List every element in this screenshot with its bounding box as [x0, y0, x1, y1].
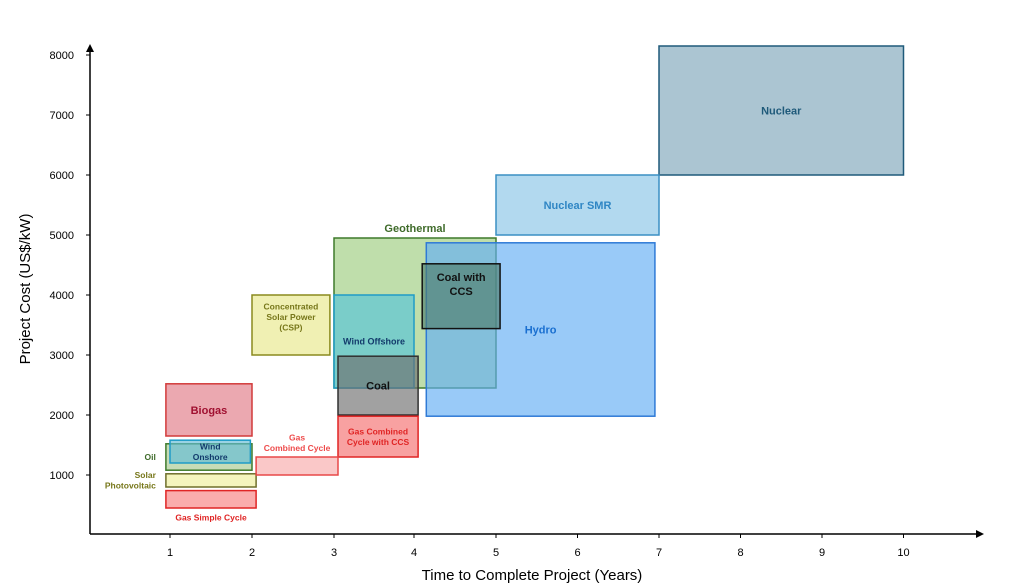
nuclear-smr-label: Nuclear SMR — [544, 200, 612, 212]
geothermal-label-line: Geothermal — [384, 223, 445, 235]
x-tick-label: 9 — [819, 547, 825, 559]
boxes-layer — [165, 45, 905, 509]
gas-combined-label: Gas Combined Cycle — [264, 432, 331, 453]
axes-layer: 1 2 3 4 5 6 7 8 9 10 1000 2000 3000 4000 5000 6000 7000… — [17, 44, 984, 584]
solar-pv-label-line: Photovoltaic — [105, 481, 156, 491]
nuclear-label: Nuclear — [761, 105, 802, 117]
x-axis-title: Time to Complete Project (Years) — [422, 567, 643, 584]
wind-offshore-label: Wind Offshore — [343, 337, 405, 347]
coal-ccs-box — [421, 263, 501, 330]
coal-ccs-label-line: Coal with — [437, 272, 486, 284]
csp-label-line: (CSP) — [279, 323, 302, 333]
nuclear-smr-label-line: Nuclear SMR — [544, 200, 612, 212]
x-tick-label: 8 — [737, 547, 743, 559]
nuclear-box — [658, 45, 905, 176]
y-tick-label: 2000 — [50, 410, 74, 422]
gas-combined-ccs-box — [337, 415, 419, 458]
hydro-label-line: Hydro — [525, 324, 557, 336]
y-ticks: 1000 2000 3000 4000 5000 6000 7000 8000 — [50, 50, 90, 482]
biogas-box — [165, 383, 253, 437]
solar-pv-box — [165, 473, 257, 488]
x-tick-label: 10 — [897, 547, 909, 559]
wind-onshore-label: Wind Onshore — [193, 441, 228, 462]
x-ticks: 1 2 3 4 5 6 7 8 9 10 — [167, 534, 910, 559]
hydro-label: Hydro — [525, 324, 557, 336]
solar-pv-label: Solar Photovoltaic — [105, 470, 157, 491]
gas-combined-ccs-label: Gas Combined Cycle with CCS — [347, 426, 410, 447]
oil-label: Oil — [145, 452, 156, 462]
y-tick-label: 1000 — [50, 470, 74, 482]
nuclear-smr-box — [495, 174, 660, 236]
csp-box — [251, 294, 331, 356]
x-tick-label: 4 — [411, 547, 417, 559]
coal-label: Coal — [366, 380, 390, 392]
wind-onshore-label-line: Wind — [200, 441, 221, 451]
biogas-label: Biogas — [191, 405, 228, 417]
geothermal-label: Geothermal — [384, 223, 445, 235]
oil-label-line: Oil — [145, 452, 156, 462]
wind-offshore-label-line: Wind Offshore — [343, 337, 405, 347]
biogas-label-line: Biogas — [191, 405, 228, 417]
y-tick-label: 4000 — [50, 290, 74, 302]
nuclear-label-line: Nuclear — [761, 105, 802, 117]
y-axis-title: Project Cost (US$/kW) — [17, 214, 34, 365]
x-axis-arrow — [976, 530, 984, 538]
x-tick-label: 3 — [331, 547, 337, 559]
x-tick-label: 6 — [574, 547, 580, 559]
gas-simple-box — [165, 489, 257, 509]
y-axis-arrow — [86, 44, 94, 52]
coal-ccs-label: Coal with CCS — [437, 272, 486, 298]
y-tick-label: 5000 — [50, 230, 74, 242]
y-tick-label: 3000 — [50, 350, 74, 362]
wind-onshore-label-line: Onshore — [193, 452, 228, 462]
wind-onshore-box — [169, 439, 252, 464]
gas-combined-box — [255, 456, 339, 476]
x-tick-label: 1 — [167, 547, 173, 559]
csp-label-line: Solar Power — [266, 312, 316, 322]
gas-combined-label-line: Combined Cycle — [264, 443, 331, 453]
gas-combined-label-line: Gas — [289, 432, 305, 442]
gas-combined-ccs-label-line: Cycle with CCS — [347, 437, 410, 447]
y-tick-label: 7000 — [50, 110, 74, 122]
solar-pv-label-line: Solar — [135, 470, 157, 480]
gas-simple-label-line: Gas Simple Cycle — [175, 513, 247, 523]
csp-label: Concentrated Solar Power (CSP) — [264, 301, 319, 332]
y-tick-label: 8000 — [50, 50, 74, 62]
gas-simple-label: Gas Simple Cycle — [175, 513, 247, 523]
gas-combined-ccs-label-line: Gas Combined — [348, 426, 408, 436]
labels-layer: Geothermal Hydro Nuclear Nuclear SMR Wind Of… — [105, 105, 802, 522]
x-tick-label: 7 — [656, 547, 662, 559]
coal-box — [337, 355, 419, 416]
coal-ccs-label-line: CCS — [450, 286, 473, 298]
x-tick-label: 5 — [493, 547, 499, 559]
x-tick-label: 2 — [249, 547, 255, 559]
y-tick-label: 6000 — [50, 170, 74, 182]
csp-label-line: Concentrated — [264, 301, 319, 311]
coal-label-line: Coal — [366, 380, 390, 392]
